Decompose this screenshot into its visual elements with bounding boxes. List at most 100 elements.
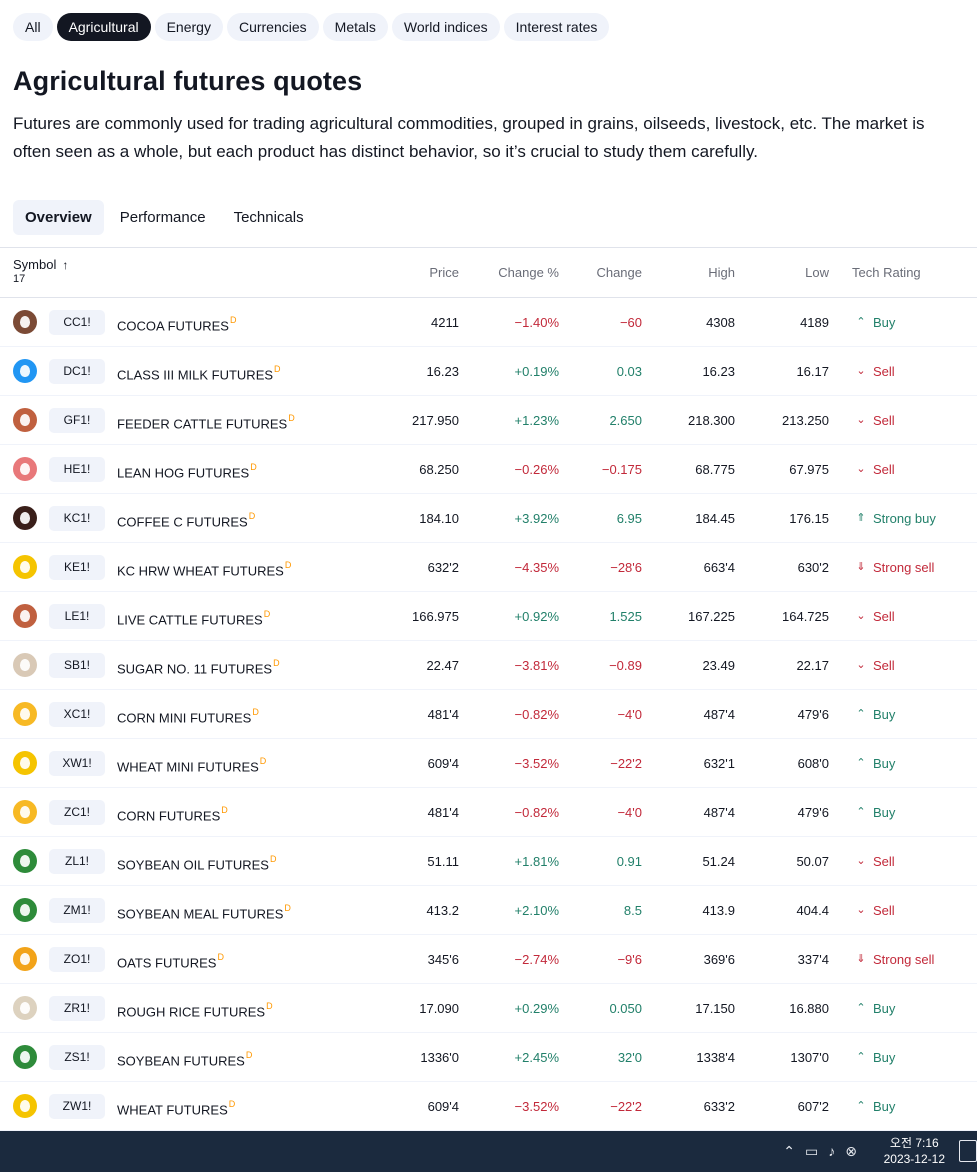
close-circle-icon[interactable]: ⊗ (845, 1143, 857, 1159)
table-row[interactable]: HE1! LEAN HOG FUTURESD 68.250 −0.26% −0.175 6… (0, 445, 977, 494)
contract-name[interactable]: COCOA FUTURESD (117, 298, 236, 347)
table-row[interactable]: ZR1! ROUGH RICE FUTURESD 17.090 +0.29% 0.050… (0, 984, 977, 1033)
low-column-header[interactable]: Low (805, 265, 829, 280)
high-cell: 1338'4 (696, 1050, 735, 1065)
logo-glyph (20, 414, 30, 426)
tray-chevron-up-icon[interactable]: ⌃ (783, 1143, 796, 1159)
tech-rating-label: Sell (873, 658, 895, 673)
ticker-badge[interactable]: SB1! (49, 653, 105, 678)
tab-performance[interactable]: Performance (119, 209, 206, 226)
contract-name[interactable]: LIVE CATTLE FUTURESD (117, 592, 270, 641)
double-chevron-up-icon: ⇑ (856, 512, 866, 524)
network-icon[interactable]: ▭ (805, 1143, 819, 1159)
ticker-badge[interactable]: XW1! (49, 751, 105, 776)
ticker-badge[interactable]: ZS1! (49, 1045, 105, 1070)
contract-name[interactable]: OATS FUTURESD (117, 935, 224, 984)
contract-name[interactable]: WHEAT FUTURESD (117, 1082, 235, 1131)
table-row[interactable]: DC1! CLASS III MILK FUTURESD 16.23 +0.19% 0.… (0, 347, 977, 396)
tech-rating-cell: ⌄ Sell (856, 886, 894, 935)
oats-icon (13, 947, 37, 971)
contract-name[interactable]: WHEAT MINI FUTURESD (117, 739, 266, 788)
table-row[interactable]: CC1! COCOA FUTURESD 4211 −1.40% −60 4308 4189 ⌃… (0, 298, 977, 347)
table-row[interactable]: LE1! LIVE CATTLE FUTURESD 166.975 +0.92% 1.5… (0, 592, 977, 641)
logo-glyph (20, 316, 30, 328)
contract-name[interactable]: SOYBEAN OIL FUTURESD (117, 837, 276, 886)
contract-name[interactable]: ROUGH RICE FUTURESD (117, 984, 273, 1033)
ticker-badge[interactable]: LE1! (49, 604, 105, 629)
ticker-badge[interactable]: DC1! (49, 359, 105, 384)
contract-name[interactable]: SOYBEAN MEAL FUTURESD (117, 886, 291, 935)
ticker-badge[interactable]: ZL1! (49, 849, 105, 874)
filter-chip-all[interactable]: All (13, 13, 53, 41)
notification-icon[interactable] (959, 1140, 977, 1162)
table-row[interactable]: XC1! CORN MINI FUTURESD 481'4 −0.82% −4'0 487… (0, 690, 977, 739)
tech-rating-column-header[interactable]: Tech Rating (852, 265, 921, 280)
rice-icon (13, 996, 37, 1020)
table-row[interactable]: ZM1! SOYBEAN MEAL FUTURESD 413.2 +2.10% 8.5 4… (0, 886, 977, 935)
table-row[interactable]: ZL1! SOYBEAN OIL FUTURESD 51.11 +1.81% 0.91 5… (0, 837, 977, 886)
contract-name[interactable]: SOYBEAN FUTURESD (117, 1033, 252, 1082)
chevron-down-icon: ⌄ (856, 855, 866, 867)
ticker-badge[interactable]: HE1! (49, 457, 105, 482)
change-pct-cell: −3.81% (514, 658, 559, 673)
filter-chip-energy[interactable]: Energy (154, 13, 223, 41)
ticker-badge[interactable]: CC1! (49, 310, 105, 335)
ticker-badge[interactable]: KE1! (49, 555, 105, 580)
filter-chip-agricultural[interactable]: Agricultural (56, 13, 151, 41)
contract-name[interactable]: SUGAR NO. 11 FUTURESD (117, 641, 280, 690)
contract-name[interactable]: COFFEE C FUTURESD (117, 494, 255, 543)
taskbar-clock[interactable]: 오전 7:16 2023-12-12 (884, 1135, 945, 1167)
table-row[interactable]: GF1! FEEDER CATTLE FUTURESD 217.950 +1.23% 2… (0, 396, 977, 445)
ticker-badge[interactable]: ZW1! (49, 1094, 105, 1119)
filter-chip-interest-rates[interactable]: Interest rates (503, 13, 610, 41)
ticker-badge[interactable]: KC1! (49, 506, 105, 531)
ticker-badge[interactable]: ZC1! (49, 800, 105, 825)
tech-rating-label: Buy (873, 707, 896, 722)
contract-name[interactable]: KC HRW WHEAT FUTURESD (117, 543, 291, 592)
contract-name[interactable]: LEAN HOG FUTURESD (117, 445, 257, 494)
tech-rating-label: Buy (873, 805, 896, 820)
tab-overview[interactable]: Overview (13, 200, 104, 235)
filter-chip-currencies[interactable]: Currencies (226, 13, 319, 41)
ticker-badge[interactable]: GF1! (49, 408, 105, 433)
volume-icon[interactable]: ♪ (828, 1143, 836, 1159)
low-cell: 16.880 (789, 1001, 829, 1016)
ticker-badge[interactable]: ZM1! (49, 898, 105, 923)
logo-glyph (20, 512, 30, 524)
change-column-header[interactable]: Change (596, 265, 642, 280)
contract-name[interactable]: CLASS III MILK FUTURESD (117, 347, 281, 396)
price-column-header[interactable]: Price (429, 265, 459, 280)
filter-chip-world-indices[interactable]: World indices (391, 13, 500, 41)
table-row[interactable]: SB1! SUGAR NO. 11 FUTURESD 22.47 −3.81% −0.8… (0, 641, 977, 690)
ticker-badge[interactable]: XC1! (49, 702, 105, 727)
tech-rating-cell: ⌄ Sell (856, 592, 894, 641)
high-column-header[interactable]: High (708, 265, 735, 280)
soybean-icon (13, 1045, 37, 1069)
ticker-badge[interactable]: ZR1! (49, 996, 105, 1021)
tech-rating-cell: ⌃ Buy (856, 739, 895, 788)
logo-glyph (20, 806, 30, 818)
change-pct-column-header[interactable]: Change % (498, 265, 559, 280)
high-cell: 413.9 (702, 903, 735, 918)
table-row[interactable]: KE1! KC HRW WHEAT FUTURESD 632'2 −4.35% −28'… (0, 543, 977, 592)
chevron-down-icon: ⌄ (856, 463, 866, 475)
change-cell: 1.525 (609, 609, 642, 624)
change-pct-cell: −0.26% (514, 462, 559, 477)
table-row[interactable]: ZS1! SOYBEAN FUTURESD 1336'0 +2.45% 32'0 1338… (0, 1033, 977, 1082)
filter-chip-metals[interactable]: Metals (322, 13, 388, 41)
chevron-up-icon: ⌃ (856, 316, 866, 328)
contract-name[interactable]: CORN MINI FUTURESD (117, 690, 259, 739)
tab-technicals[interactable]: Technicals (233, 209, 304, 226)
contract-name-label: LIVE CATTLE FUTURES (117, 612, 263, 628)
contract-name-label: LEAN HOG FUTURES (117, 465, 250, 481)
ticker-badge[interactable]: ZO1! (49, 947, 105, 972)
table-row[interactable]: KC1! COFFEE C FUTURESD 184.10 +3.92% 6.95 184… (0, 494, 977, 543)
table-body: CC1! COCOA FUTURESD 4211 −1.40% −60 4308 4189 ⌃… (0, 298, 977, 1131)
contract-name[interactable]: FEEDER CATTLE FUTURESD (117, 396, 295, 445)
symbol-column-header[interactable]: Symbol ↑ 17 (13, 257, 68, 285)
table-row[interactable]: ZC1! CORN FUTURESD 481'4 −0.82% −4'0 487'4 479… (0, 788, 977, 837)
table-row[interactable]: ZW1! WHEAT FUTURESD 609'4 −3.52% −22'2 633'2 6… (0, 1082, 977, 1131)
table-row[interactable]: XW1! WHEAT MINI FUTURESD 609'4 −3.52% −22'2 6… (0, 739, 977, 788)
table-row[interactable]: ZO1! OATS FUTURESD 345'6 −2.74% −9'6 369'6 337… (0, 935, 977, 984)
contract-name[interactable]: CORN FUTURESD (117, 788, 228, 837)
